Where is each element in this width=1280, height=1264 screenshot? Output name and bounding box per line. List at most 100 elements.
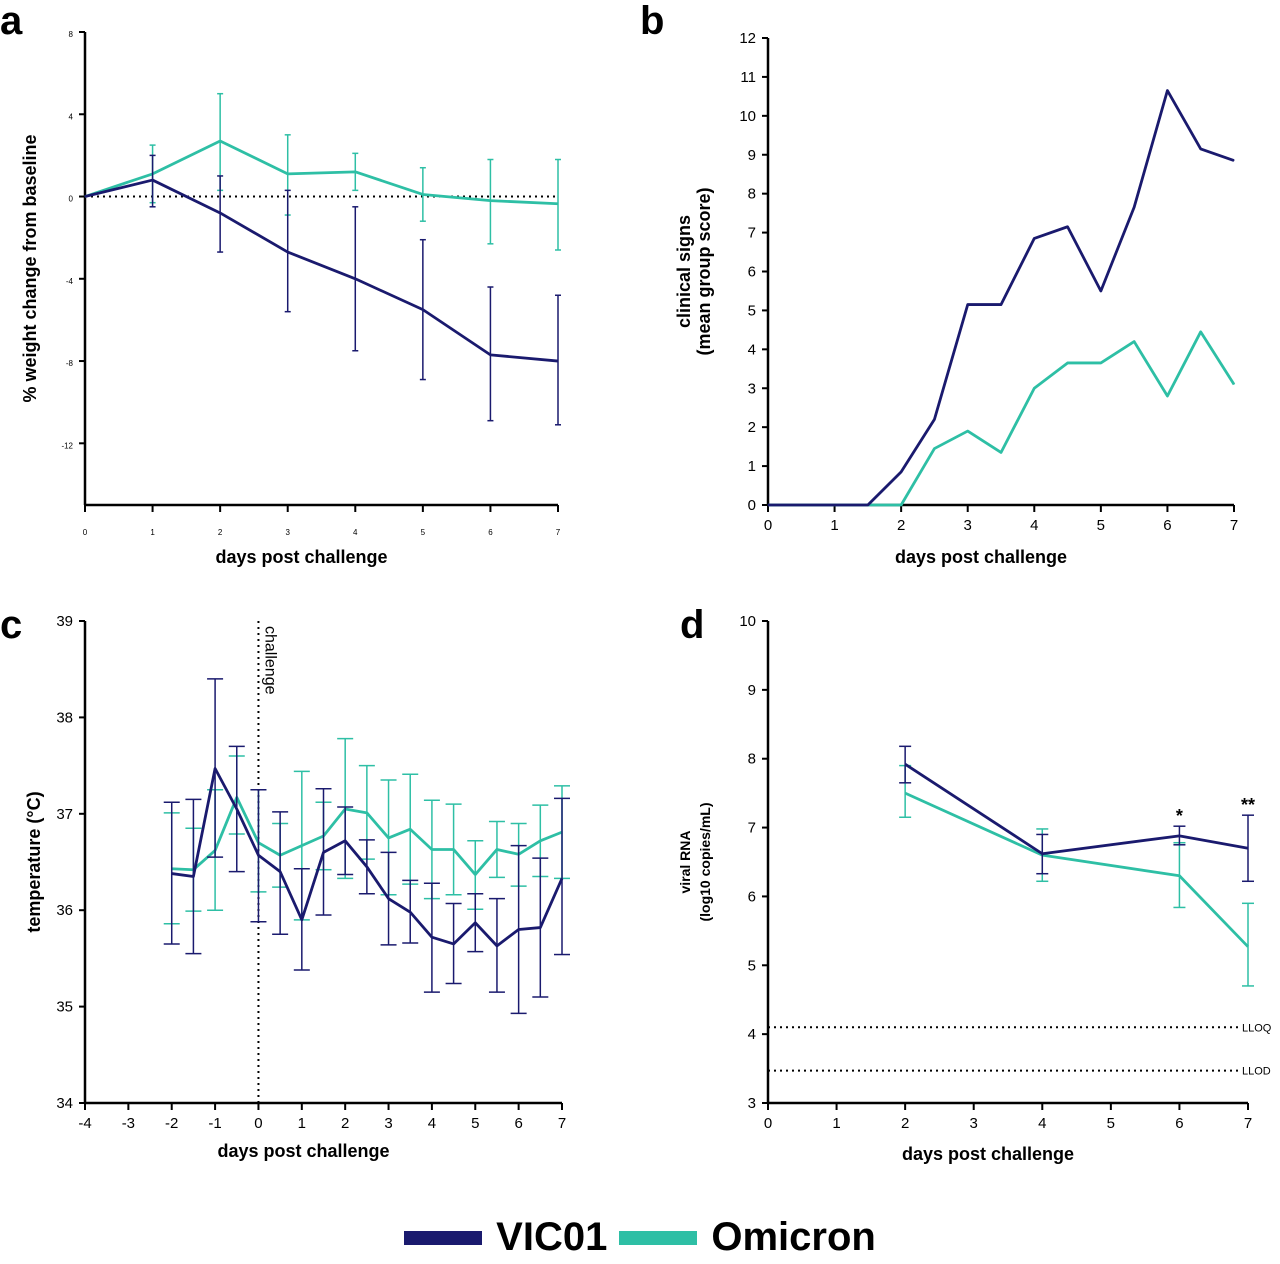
significance-marker: ** (1241, 795, 1255, 815)
data-point (366, 812, 368, 814)
data-point (474, 922, 476, 924)
x-tick-label: 0 (254, 1115, 262, 1132)
data-point (967, 430, 969, 432)
data-point (1067, 226, 1069, 228)
data-point (301, 845, 303, 847)
x-tick-label: 4 (1038, 1115, 1046, 1132)
x-tick-label: 1 (832, 1115, 840, 1132)
data-point (1067, 362, 1069, 364)
data-point (489, 200, 491, 202)
y-tick-label: 3 (748, 380, 756, 397)
series-omicron (84, 92, 561, 251)
data-point (219, 212, 221, 214)
data-point (1247, 847, 1249, 849)
x-tick-label: 7 (1244, 1115, 1252, 1132)
y-tick-label: 34 (56, 1095, 73, 1112)
data-point (219, 140, 221, 142)
x-tick-label: 5 (1107, 1115, 1115, 1132)
x-tick-label: 7 (1230, 517, 1238, 534)
y-tick-label: 7 (748, 820, 756, 837)
x-tick-label: 3 (964, 517, 972, 534)
y-tick-label: 6 (748, 888, 756, 905)
y-tick-label: 12 (739, 30, 756, 47)
y-tick-label: 36 (56, 902, 73, 919)
series-vic01 (163, 678, 570, 1015)
data-point (1166, 395, 1168, 397)
data-point (900, 471, 902, 473)
data-point (1033, 387, 1035, 389)
data-point (344, 840, 346, 842)
data-point (323, 851, 324, 853)
series-omicron (163, 737, 570, 925)
data-point (900, 504, 902, 506)
data-point (1100, 362, 1102, 364)
data-point (800, 504, 802, 506)
legend: VIC01 Omicron (0, 1215, 1280, 1260)
series-vic01 (767, 89, 1235, 507)
series-line (904, 763, 1249, 856)
x-tick-label: -4 (78, 1115, 91, 1132)
y-tick-label: 9 (748, 682, 756, 699)
data-point (834, 504, 836, 506)
data-point (904, 792, 906, 794)
y-tick-label: 38 (56, 709, 73, 726)
y-tick-label: 37 (56, 806, 73, 823)
x-axis-title: days post challenge (902, 1144, 1074, 1164)
y-tick-label: -4 (66, 277, 74, 286)
series-line (768, 89, 1235, 507)
x-tick-label: 0 (764, 517, 772, 534)
y-tick-label: -8 (66, 359, 74, 368)
y-tick-label: 8 (748, 186, 756, 203)
data-point (192, 875, 194, 877)
data-point (539, 840, 541, 842)
legend-label-vic01: VIC01 (496, 1215, 608, 1259)
x-tick-label: 3 (285, 528, 290, 537)
data-point (1166, 90, 1168, 92)
y-tick-label: 35 (56, 999, 73, 1016)
data-point (409, 911, 411, 913)
data-point (518, 928, 520, 930)
data-point (904, 763, 906, 765)
legend-swatch-omicron (619, 1230, 698, 1245)
data-point (1178, 875, 1180, 877)
x-tick-label: -1 (208, 1115, 221, 1132)
x-axis-title: days post challenge (217, 1141, 389, 1161)
x-tick-label: 4 (1030, 517, 1038, 534)
y-tick-label: 10 (739, 108, 756, 125)
data-point (422, 309, 424, 311)
y-tick-label: 11 (740, 69, 756, 86)
data-point (354, 171, 356, 173)
data-point (301, 919, 303, 921)
legend-item-vic01: VIC01 (404, 1215, 607, 1260)
data-point (767, 504, 769, 506)
data-point (496, 848, 498, 850)
reference-line-label: LLOD (1242, 1066, 1271, 1078)
data-point (1000, 451, 1002, 453)
series-line (768, 330, 1236, 507)
significance-marker: * (1176, 806, 1183, 826)
y-axis-title: clinical signs (674, 215, 694, 328)
y-tick-label: 0 (748, 497, 756, 514)
data-point (1200, 331, 1202, 333)
x-tick-label: 2 (341, 1115, 349, 1132)
data-point (1041, 853, 1043, 855)
data-point (84, 196, 86, 198)
panel-letter: b (640, 0, 664, 43)
panel-letter: c (0, 603, 22, 647)
x-tick-label: 2 (897, 517, 905, 534)
legend-label-omicron: Omicron (711, 1215, 876, 1259)
x-axis-title: days post challenge (895, 547, 1067, 567)
x-tick-label: 6 (1175, 1115, 1183, 1132)
x-tick-label: -3 (122, 1115, 135, 1132)
x-tick-label: 3 (970, 1115, 978, 1132)
y-tick-label: 9 (748, 147, 756, 164)
x-tick-label: 1 (830, 517, 838, 534)
x-tick-label: 1 (150, 528, 155, 537)
data-point (1233, 160, 1235, 162)
data-point (354, 278, 356, 280)
y-tick-label: 4 (748, 341, 756, 358)
legend-swatch-vic01 (404, 1230, 483, 1245)
data-point (557, 360, 559, 362)
